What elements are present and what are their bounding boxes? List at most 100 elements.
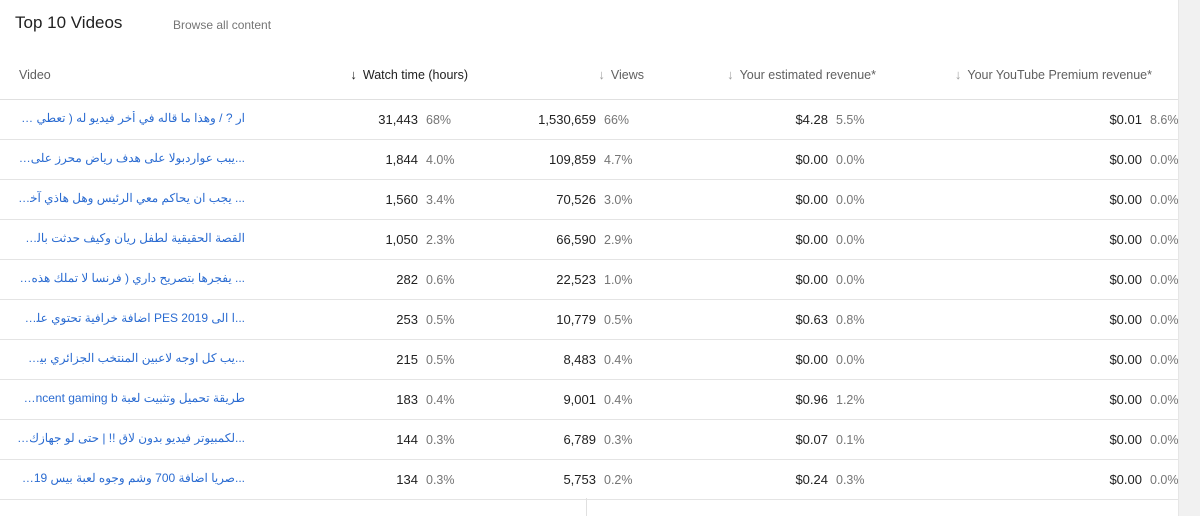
estimated-revenue-value: $0.00 [795,192,828,207]
watch-time-value: 1,844 [385,152,418,167]
premium-revenue-value: $0.01 [1109,112,1142,127]
video-title-link[interactable]: ...يبب عواردبولا على هدف رياض محرز على ن… [17,151,245,165]
estimated-revenue-percent: 0.0% [836,353,865,367]
table-row[interactable]: القصة الحقيقية لطفل ريان وكيف حدثت بالضب… [0,219,1179,260]
column-divider [586,498,587,516]
estimated-revenue-percent: 0.0% [836,193,865,207]
video-title-link[interactable]: ... يجب ان يحاكم معي الرئيس وهل هاذي آخر… [17,191,245,205]
premium-revenue-percent: 0.0% [1150,433,1179,447]
views-cell: 66,590 2.9% [468,219,644,260]
watch-time-value: 1,050 [385,232,418,247]
watch-time-percent: 0.5% [426,353,455,367]
video-cell: القصة الحقيقية لطفل ريان وكيف حدثت بالضب… [0,219,250,260]
watch-time-cell: 31,443 68% [250,99,468,140]
premium-revenue-cell: $0.00 0.0% [876,299,1179,340]
watch-time-percent: 2.3% [426,233,455,247]
video-title-link[interactable]: ... يفجرها بتصريح داري ( فرنسا لا تملك ه… [17,271,245,285]
estimated-revenue-percent: 0.3% [836,473,865,487]
views-cell: 22,523 1.0% [468,259,644,300]
premium-revenue-value: $0.00 [1109,232,1142,247]
views-value: 6,789 [563,432,596,447]
watch-time-percent: 0.4% [426,393,455,407]
premium-revenue-cell: $0.00 0.0% [876,179,1179,220]
video-title-link[interactable]: ...صريا اضافة 700 وشم وجوه لعبة بيس 2019… [17,471,245,485]
watch-time-percent: 0.6% [426,273,455,287]
estimated-revenue-cell: $0.00 0.0% [644,179,876,220]
watch-time-percent: 0.5% [426,313,455,327]
premium-revenue-cell: $0.00 0.0% [876,339,1179,380]
table-row[interactable]: ... يفجرها بتصريح داري ( فرنسا لا تملك ه… [0,259,1179,300]
estimated-revenue-value: $0.07 [795,432,828,447]
video-cell: ... يجب ان يحاكم معي الرئيس وهل هاذي آخر… [0,179,250,220]
column-header-video: Video [0,50,250,100]
arrow-down-icon: ↓ [727,67,734,82]
video-title-link[interactable]: ار ? / وهذا ما قاله في أخر فيديو له ( تع… [17,111,245,125]
estimated-revenue-cell: $4.28 5.5% [644,99,876,140]
watch-time-cell: 253 0.5% [250,299,468,340]
table-row[interactable]: ...يب كل اوجه لاعبين المنتخب الجزائري بي… [0,339,1179,380]
estimated-revenue-value: $4.28 [795,112,828,127]
arrow-down-icon: ↓ [954,67,962,82]
premium-revenue-percent: 0.0% [1150,233,1179,247]
views-percent: 3.0% [604,193,633,207]
premium-revenue-value: $0.00 [1109,272,1142,287]
column-header-views[interactable]: ↓ Views [468,50,644,100]
views-cell: 109,859 4.7% [468,139,644,180]
video-title-link[interactable]: القصة الحقيقية لطفل ريان وكيف حدثت بالضب… [17,231,245,245]
video-cell: ...يبب عواردبولا على هدف رياض محرز على ن… [0,139,250,180]
views-cell: 70,526 3.0% [468,179,644,220]
column-header-watch-time[interactable]: ↓ Watch time (hours) [250,50,468,100]
table-row[interactable]: ... يجب ان يحاكم معي الرئيس وهل هاذي آخر… [0,179,1179,220]
watch-time-percent: 3.4% [426,193,455,207]
views-value: 70,526 [556,192,596,207]
estimated-revenue-value: $0.63 [795,312,828,327]
arrow-down-icon: ↓ [598,67,605,82]
premium-revenue-percent: 0.0% [1150,153,1179,167]
premium-revenue-value: $0.00 [1109,352,1142,367]
browse-all-content-link[interactable]: Browse all content [173,18,272,32]
estimated-revenue-cell: $0.00 0.0% [644,219,876,260]
estimated-revenue-cell: $0.63 0.8% [644,299,876,340]
estimated-revenue-cell: $0.07 0.1% [644,419,876,460]
premium-revenue-value: $0.00 [1109,312,1142,327]
video-title-link[interactable]: ...يب كل اوجه لاعبين المنتخب الجزائري بي… [17,351,245,365]
estimated-revenue-cell: $0.96 1.2% [644,379,876,420]
column-header-estimated-revenue[interactable]: ↓ Your estimated revenue* [644,50,876,100]
table-row[interactable]: ار ? / وهذا ما قاله في أخر فيديو له ( تع… [0,99,1179,140]
premium-revenue-cell: $0.00 0.0% [876,139,1179,180]
video-title-link[interactable]: طريقة تحميل وتثبيت لعبة tencent gaming b… [17,391,245,405]
premium-revenue-percent: 0.0% [1150,393,1179,407]
video-cell: ...ا الى PES 2019 اضافة خرافية تحتوي على… [0,299,250,340]
column-header-premium-revenue[interactable]: ↓ Your YouTube Premium revenue* [876,50,1178,100]
premium-revenue-value: $0.00 [1109,472,1142,487]
watch-time-value: 215 [396,352,418,367]
table-row[interactable]: طريقة تحميل وتثبيت لعبة tencent gaming b… [0,379,1179,420]
video-title-link[interactable]: ...ا الى PES 2019 اضافة خرافية تحتوي على… [17,311,245,325]
premium-revenue-value: $0.00 [1109,392,1142,407]
table-row[interactable]: ...يبب عواردبولا على هدف رياض محرز على ن… [0,139,1179,180]
views-cell: 8,483 0.4% [468,339,644,380]
table-row[interactable]: ...صريا اضافة 700 وشم وجوه لعبة بيس 2019… [0,459,1179,500]
premium-revenue-value: $0.00 [1109,192,1142,207]
estimated-revenue-percent: 0.0% [836,233,865,247]
table-row[interactable]: ...ا الى PES 2019 اضافة خرافية تحتوي على… [0,299,1179,340]
watch-time-cell: 1,844 4.0% [250,139,468,180]
video-title-link[interactable]: ...لكمبيوتر فيديو بدون لاق !! | حتى لو ج… [17,431,245,445]
views-value: 9,001 [563,392,596,407]
premium-revenue-cell: $0.00 0.0% [876,419,1179,460]
estimated-revenue-percent: 0.0% [836,153,865,167]
watch-time-cell: 1,560 3.4% [250,179,468,220]
table-row[interactable]: ...لكمبيوتر فيديو بدون لاق !! | حتى لو ج… [0,419,1179,460]
estimated-revenue-value: $0.00 [795,352,828,367]
estimated-revenue-cell: $0.00 0.0% [644,139,876,180]
side-panel [1179,0,1200,516]
views-value: 10,779 [556,312,596,327]
estimated-revenue-value: $0.00 [795,232,828,247]
premium-revenue-percent: 8.6% [1150,113,1179,127]
estimated-revenue-value: $0.24 [795,472,828,487]
watch-time-value: 253 [396,312,418,327]
watch-time-cell: 282 0.6% [250,259,468,300]
views-percent: 4.7% [604,153,633,167]
watch-time-percent: 0.3% [426,433,455,447]
views-cell: 9,001 0.4% [468,379,644,420]
